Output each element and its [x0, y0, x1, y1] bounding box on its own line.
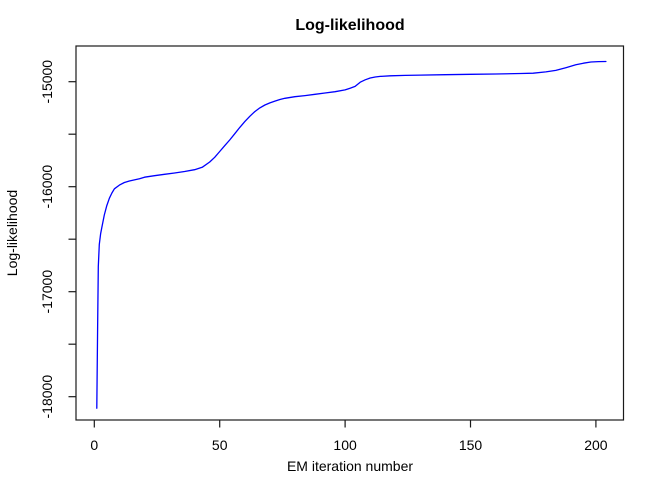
x-tick-label: 0: [90, 437, 98, 453]
plot-title: Log-likelihood: [295, 17, 404, 34]
x-axis-label: EM iteration number: [287, 458, 413, 474]
y-tick-label: -15000: [39, 60, 55, 104]
x-tick-label: 100: [333, 437, 357, 453]
x-tick-label: 50: [212, 437, 228, 453]
plot-area: 0 50 100 150 200 -15000 -16000 -17000 -18000: [39, 45, 625, 453]
plot-box: [75, 45, 625, 421]
y-tick-label: -16000: [39, 165, 55, 209]
y-tick-label: -17000: [39, 270, 55, 314]
y-tick-label: -18000: [39, 375, 55, 419]
y-axis-label: Log-likelihood: [4, 190, 20, 276]
loglik-curve: [96, 60, 607, 409]
x-tick-label: 200: [584, 437, 608, 453]
x-tick-label: 150: [459, 437, 483, 453]
